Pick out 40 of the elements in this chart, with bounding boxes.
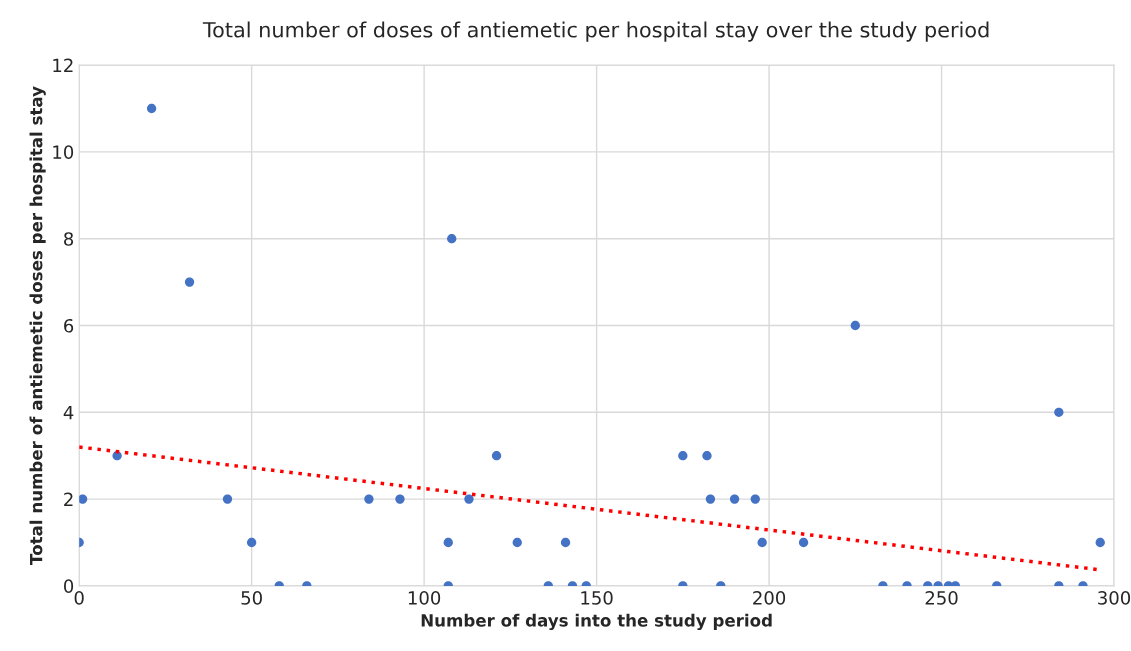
point <box>443 537 453 548</box>
point <box>112 451 122 461</box>
point <box>702 451 712 461</box>
point <box>678 451 688 461</box>
point <box>512 537 522 548</box>
y-tick-label: 8 <box>64 232 74 246</box>
chart-title: Total number of doses of antiemetic per hospital stay over the study period <box>202 21 989 42</box>
point <box>705 494 716 504</box>
point <box>222 494 233 504</box>
point <box>729 494 740 504</box>
x-tick-label: 250 <box>925 591 958 605</box>
point <box>560 537 571 548</box>
point <box>464 494 474 504</box>
point <box>757 537 767 548</box>
point <box>395 494 405 504</box>
x-tick-label: 100 <box>408 591 441 605</box>
y-tick-label: 6 <box>64 318 74 333</box>
x-axis-title: Number of days into the study period <box>421 613 772 631</box>
point <box>364 494 374 504</box>
point <box>750 494 760 504</box>
y-tick-label: 12 <box>53 58 73 72</box>
x-tick-label: 0 <box>74 591 84 605</box>
y-tick-label: 4 <box>63 406 74 420</box>
y-tick-label: 2 <box>64 492 73 506</box>
x-tick-label: 150 <box>581 591 613 605</box>
point <box>246 537 257 548</box>
point <box>79 494 88 504</box>
point <box>1054 407 1064 417</box>
point <box>1095 537 1105 548</box>
x-tick-label: 200 <box>753 591 786 605</box>
x-tick-label: 50 <box>241 591 262 605</box>
x-tick-label: 300 <box>1098 591 1131 605</box>
point <box>491 451 502 461</box>
y-axis-title: Total number of antiemetic doses per hospital stay <box>29 86 46 565</box>
y-tick-label: 0 <box>64 579 74 594</box>
y-tick-label: 10 <box>53 145 74 160</box>
point <box>447 234 457 244</box>
point <box>798 537 809 548</box>
point <box>184 277 195 287</box>
point <box>850 320 860 331</box>
